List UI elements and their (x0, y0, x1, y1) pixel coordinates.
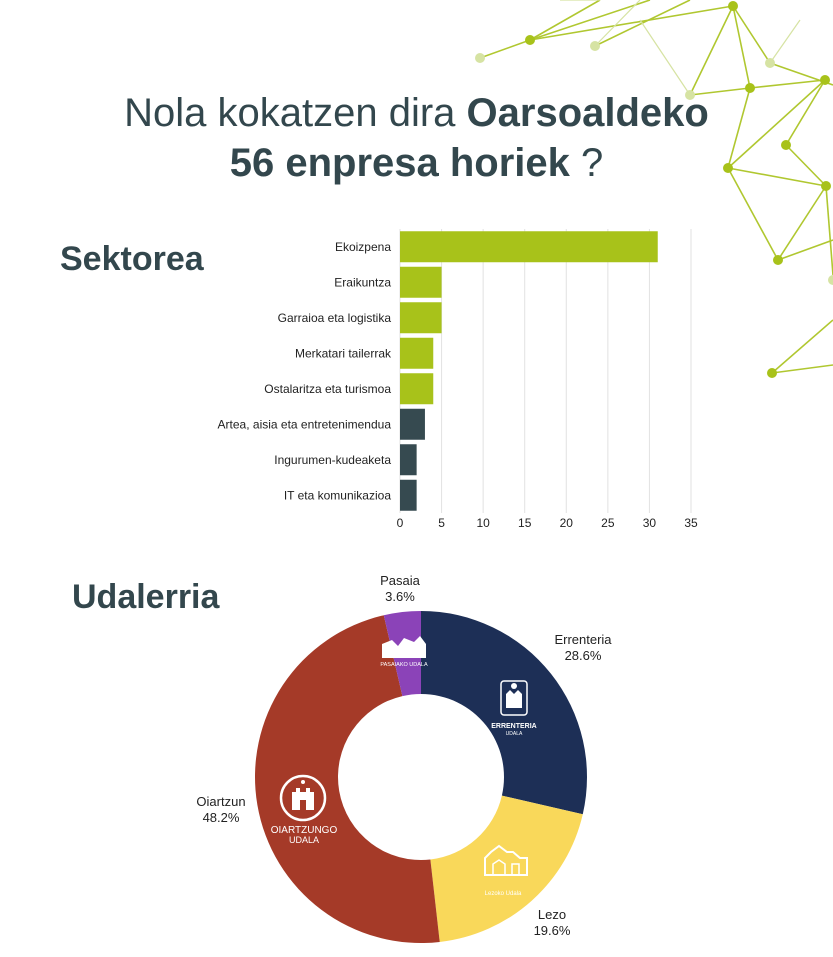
category-label: Eraikuntza (334, 275, 391, 289)
oiartzun-logo-subtext: UDALA (289, 835, 319, 845)
sector-bar-chart: 0 5 10 15 20 25 30 35 Ekoizpena Eraikuntza Garraio… (218, 229, 698, 530)
slice-label-name: Errenteria (554, 632, 612, 647)
category-label: Ostalaritza eta turismoa (264, 382, 391, 396)
bar-1 (400, 266, 442, 298)
category-label: Ekoizpena (335, 240, 391, 254)
category-label: Merkatari tailerrak (295, 346, 392, 360)
municipality-section-title: Udalerria (72, 578, 220, 616)
sector-section-title: Sektorea (60, 240, 204, 278)
slice-label-percent: 3.6% (385, 589, 415, 604)
x-tick-label: 5 (438, 516, 445, 530)
x-tick-label: 20 (560, 516, 574, 530)
x-tick-label: 0 (397, 516, 404, 530)
bar-0 (400, 231, 658, 263)
slice-label-percent: 48.2% (203, 810, 240, 825)
slice-lezo (430, 795, 583, 942)
bar-2 (400, 302, 442, 334)
title-line2-regular: ? (569, 141, 604, 185)
bar-4 (400, 373, 434, 405)
slice-label-name: Pasaia (380, 573, 421, 588)
x-tick-label: 30 (643, 516, 657, 530)
errenteria-logo-text: ERRENTERIA (491, 723, 537, 730)
bar-7 (400, 479, 417, 511)
pasaia-logo: PASAIAKO UDALA (380, 636, 428, 668)
slice-errenteria (421, 611, 587, 815)
oiartzun-logo-text: OIARTZUNGO (271, 825, 338, 836)
slice-label-name: Oiartzun (196, 794, 245, 809)
slice-label-percent: 19.6% (534, 923, 571, 938)
category-label: Ingurumen-kudeaketa (274, 453, 391, 467)
bar-6 (400, 444, 417, 476)
bar-5 (400, 408, 425, 440)
slice-label-percent: 28.6% (565, 648, 602, 663)
slice-label-name: Lezo (538, 907, 566, 922)
lezo-logo: Lezoko Udala (484, 844, 528, 897)
category-label: IT eta komunikazioa (284, 488, 391, 502)
page-title: Nola kokatzen dira Oarsoaldeko 56 enpres… (0, 88, 833, 188)
slice-oiartzun (254, 615, 440, 943)
x-tick-label: 35 (684, 516, 698, 530)
pasaia-logo-text: PASAIAKO UDALA (380, 662, 428, 668)
bar-3 (400, 337, 434, 369)
category-label: Garraioa eta logistika (278, 311, 392, 325)
title-line1-regular: Nola kokatzen dira (124, 91, 467, 135)
x-tick-label: 10 (476, 516, 490, 530)
lezo-logo-text: Lezoko Udala (485, 891, 522, 897)
title-line1-bold: Oarsoaldeko (466, 91, 709, 135)
title-line2-bold: 56 enpresa horiek (229, 141, 570, 185)
x-tick-label: 25 (601, 516, 615, 530)
errenteria-logo-subtext: UDALA (506, 731, 523, 737)
x-tick-label: 15 (518, 516, 532, 530)
category-label: Artea, aisia eta entretenimendua (218, 417, 392, 431)
